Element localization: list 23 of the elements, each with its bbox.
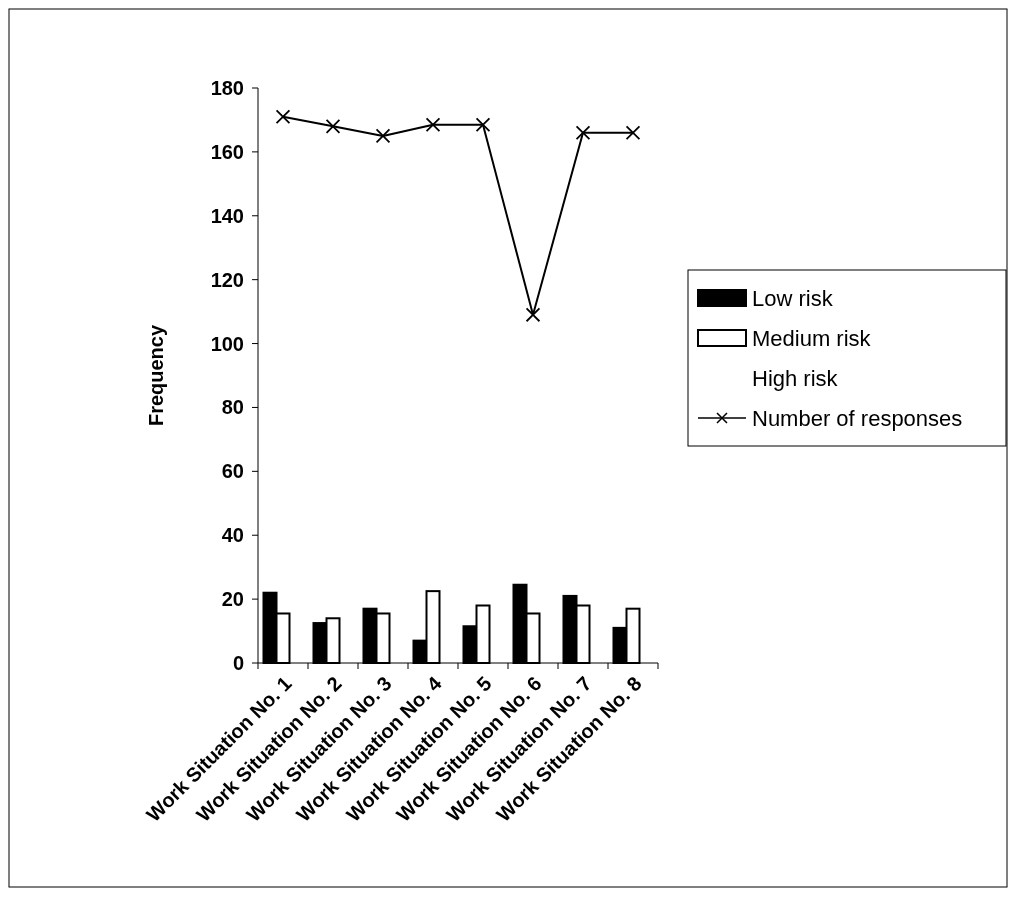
point <box>425 117 441 133</box>
point <box>375 128 391 144</box>
point <box>575 125 591 141</box>
y-tick-label: 120 <box>210 268 244 291</box>
y-tick-label: 80 <box>221 396 244 419</box>
point <box>325 118 341 134</box>
point <box>475 117 491 133</box>
legend-label: Medium risk <box>752 325 872 351</box>
y-tick-label: 100 <box>210 332 244 355</box>
y-tick-label: 20 <box>221 588 244 611</box>
point <box>625 125 641 141</box>
y-tick-label: 0 <box>232 652 244 674</box>
legend-label: Low risk <box>752 285 834 311</box>
y-tick-label: 140 <box>210 204 244 227</box>
point <box>275 109 291 125</box>
legend-label: Number of responses <box>752 405 963 431</box>
y-tick-label: 180 <box>210 77 244 99</box>
y-tick-label: 160 <box>210 140 244 163</box>
y-axis-title: Frequency <box>145 324 167 427</box>
text: High risk <box>752 365 839 391</box>
y-tick-label: 40 <box>221 524 244 547</box>
point <box>525 307 541 323</box>
y-tick-label: 60 <box>221 460 244 483</box>
